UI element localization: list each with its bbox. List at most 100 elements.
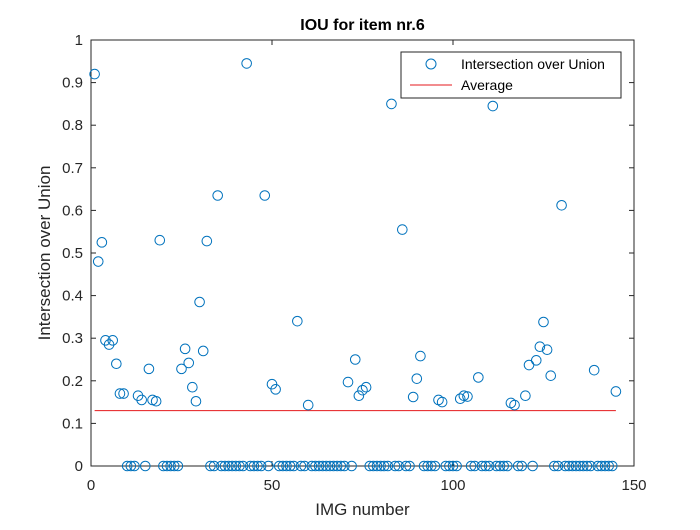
iou-data-point — [92, 256, 104, 267]
iou-data-point — [187, 381, 198, 393]
iou-data-point — [216, 460, 227, 472]
iou-data-point — [172, 460, 184, 472]
iou-data-point — [302, 399, 314, 411]
iou-data-point — [397, 224, 408, 235]
iou-data-point — [357, 384, 368, 396]
iou-data-point — [168, 460, 180, 472]
iou-data-point — [234, 460, 245, 472]
iou-data-point — [465, 460, 477, 472]
iou-data-point — [259, 190, 271, 201]
iou-data-point — [219, 460, 231, 472]
iou-data-point — [96, 237, 108, 248]
iou-data-point — [393, 460, 405, 472]
iou-data-point — [440, 460, 452, 472]
iou-data-point — [567, 460, 578, 472]
iou-data-point — [205, 460, 216, 472]
y-tick-label: 0.5 — [62, 245, 83, 262]
iou-data-point — [223, 460, 234, 472]
iou-data-point — [248, 460, 260, 472]
x-tick-label: 50 — [264, 477, 281, 494]
iou-data-point — [469, 460, 481, 472]
iou-data-point — [534, 341, 546, 353]
iou-data-point — [165, 460, 176, 472]
iou-data-point — [150, 395, 162, 407]
iou-data-point — [368, 460, 379, 472]
iou-data-point — [129, 460, 140, 472]
iou-data-point — [226, 460, 238, 472]
iou-data-point — [125, 460, 137, 472]
axes-box — [90, 39, 635, 467]
y-tick-label: 1 — [75, 32, 83, 49]
iou-data-point — [136, 394, 147, 406]
iou-data-point — [89, 68, 100, 80]
iou-data-point — [578, 460, 589, 472]
iou-data-point — [563, 460, 575, 472]
iou-data-point — [237, 460, 249, 472]
iou-data-point — [158, 460, 169, 472]
iou-data-point — [114, 388, 126, 399]
iou-data-point — [386, 98, 397, 110]
iou-data-point — [179, 343, 191, 355]
x-axis-title: IMG number — [315, 500, 410, 519]
iou-data-point — [541, 344, 553, 356]
iou-data-point — [559, 460, 571, 472]
iou-data-point — [487, 100, 499, 112]
iou-data-point — [292, 315, 303, 327]
iou-data-point — [407, 391, 419, 403]
iou-data-point — [476, 460, 488, 472]
iou-data-point — [176, 363, 187, 375]
iou-data-point — [346, 460, 357, 472]
iou-data-point — [581, 460, 593, 472]
legend-box — [400, 51, 622, 99]
iou-data-point — [422, 460, 433, 472]
iou-data-point — [375, 460, 386, 472]
y-tick-label: 0.8 — [62, 117, 83, 134]
iou-data-point — [520, 390, 531, 402]
iou-data-point — [498, 460, 509, 472]
iou-data-point — [306, 460, 318, 472]
iou-data-point — [252, 460, 263, 472]
iou-data-point — [339, 460, 350, 472]
y-tick-label: 0 — [75, 458, 83, 475]
iou-data-point — [451, 460, 462, 472]
iou-data-point — [570, 460, 582, 472]
legend-label-iou: Intersection over Union — [461, 56, 605, 72]
iou-data-point — [502, 460, 513, 472]
iou-data-point — [161, 460, 173, 472]
iou-data-point — [111, 358, 122, 370]
y-tick-label: 0.2 — [62, 373, 83, 390]
y-tick-label: 0.4 — [62, 288, 83, 305]
iou-data-point — [415, 350, 426, 362]
iou-data-point — [270, 384, 281, 395]
iou-data-point — [574, 460, 586, 472]
iou-data-point — [610, 386, 622, 397]
iou-data-point — [436, 396, 448, 408]
iou-data-point — [364, 460, 376, 472]
iou-data-point — [545, 370, 557, 381]
iou-data-point — [299, 460, 310, 472]
legend-label-average: Average — [461, 77, 513, 93]
iou-data-point — [324, 460, 336, 472]
iou-data-point — [588, 364, 600, 376]
iou-data-point — [288, 460, 300, 472]
iou-data-point — [454, 393, 466, 404]
iou-data-point — [360, 381, 372, 393]
iou-data-point — [295, 460, 307, 472]
iou-data-point — [183, 357, 195, 369]
iou-data-point — [241, 58, 252, 69]
iou-data-point — [281, 460, 292, 472]
iou-data-point — [342, 376, 354, 388]
iou-data-point — [118, 388, 129, 399]
x-tick-label: 100 — [440, 477, 465, 494]
iou-data-point — [494, 460, 506, 472]
series-layer — [89, 58, 622, 472]
y-tick-label: 0.1 — [62, 415, 83, 432]
iou-data-point — [353, 390, 365, 402]
iou-data-point — [154, 234, 166, 246]
iou-data-point — [585, 460, 596, 472]
y-tick-label: 0.3 — [62, 330, 83, 347]
iou-data-point — [509, 399, 520, 411]
iou-data-point — [425, 460, 437, 472]
iou-data-point — [378, 460, 390, 472]
iou-data-point — [444, 460, 455, 472]
